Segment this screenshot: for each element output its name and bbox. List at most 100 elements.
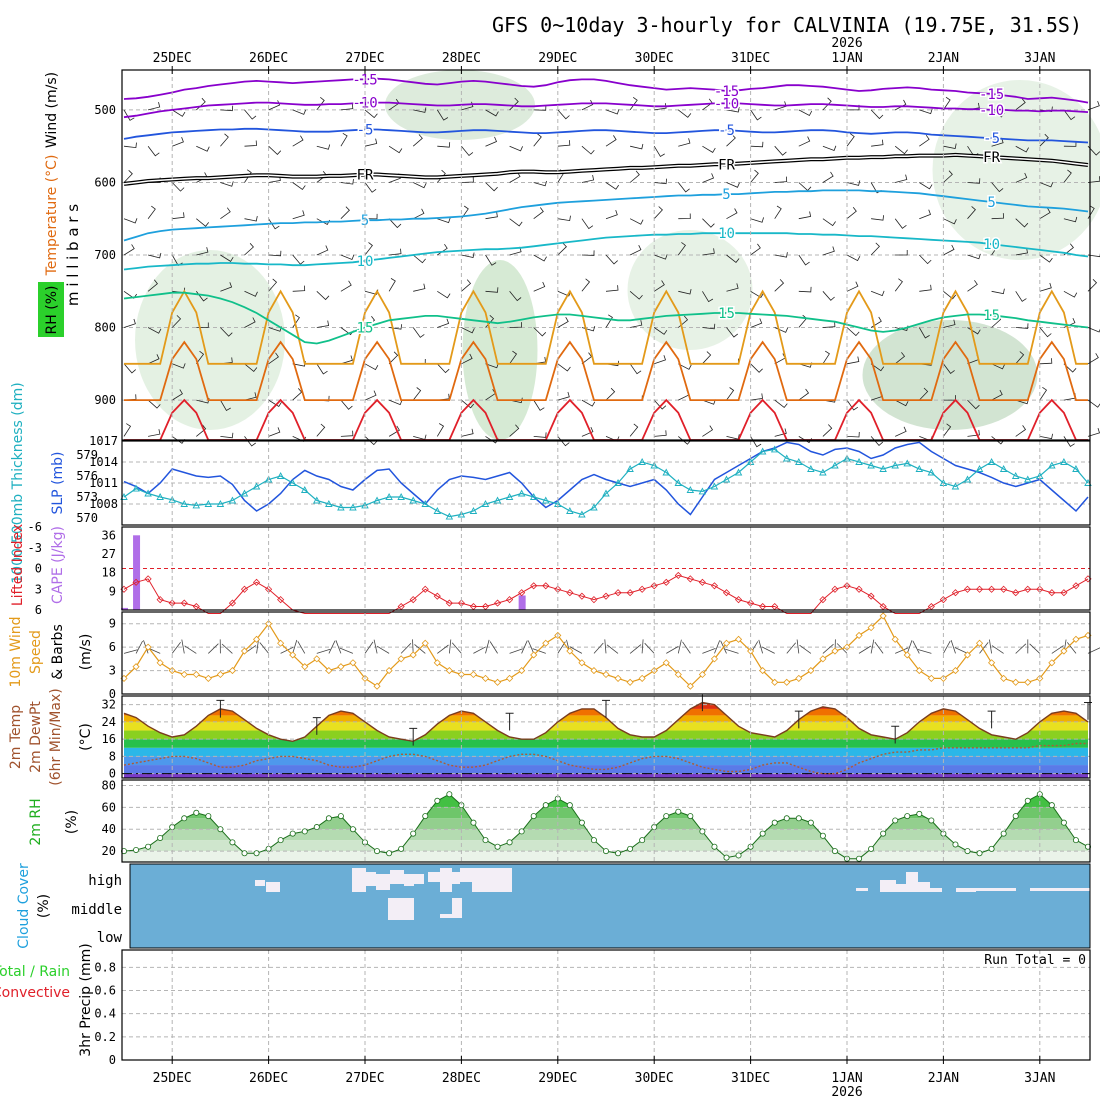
rh-point <box>181 815 188 822</box>
wind-barb <box>1039 207 1051 220</box>
thickness-point <box>1060 458 1068 465</box>
slp-tick: 1011 <box>89 476 118 490</box>
thickness-tick: 570 <box>76 511 98 525</box>
wind-barb <box>1039 133 1049 147</box>
wind-barb <box>1039 282 1052 292</box>
wind-barb <box>413 208 425 220</box>
wind-barb <box>870 363 885 372</box>
surface-wind-barb <box>1029 643 1041 654</box>
surface-wind-barb <box>339 647 354 654</box>
thickness-point <box>999 465 1008 472</box>
thickness-line <box>123 448 1089 518</box>
wind-barb <box>629 170 640 183</box>
wind-barb <box>244 317 256 328</box>
wind-barb <box>1015 291 1027 302</box>
wind-speed-point <box>289 651 297 659</box>
temperature-frame <box>121 695 1091 779</box>
wind-axis-title-2: Speed <box>28 630 44 674</box>
wind-barb <box>630 320 643 328</box>
wind-barb <box>750 393 763 401</box>
legend-temperature: Temperature (°C) <box>44 155 60 277</box>
pressure-tick: 600 <box>94 175 116 189</box>
wind-barb <box>605 254 618 265</box>
wind-barb <box>943 170 953 183</box>
wind-axis-title-1: 10m Wind <box>8 616 24 687</box>
wind-barb <box>340 254 355 261</box>
legend-convective: Convective <box>0 985 70 1001</box>
wind-barb <box>750 290 764 299</box>
temp-band <box>124 730 1088 740</box>
top-day-label: 27DEC <box>345 51 384 66</box>
bottom-day-label: 30DEC <box>635 1071 674 1086</box>
wind-barb <box>895 250 908 256</box>
surface-wind-barb <box>606 644 619 654</box>
wind-barb <box>509 145 523 152</box>
wind-barb <box>1015 323 1029 329</box>
wind-barb <box>726 254 740 263</box>
lifted-index-point <box>252 578 261 586</box>
wind-barb <box>1015 351 1025 365</box>
rh-point <box>301 828 308 835</box>
wind-speed-point <box>722 639 731 647</box>
wind-barb <box>437 243 448 256</box>
isotherm-label: 10 <box>983 237 1000 253</box>
wind-barb <box>629 290 643 300</box>
wind-barb <box>774 205 782 219</box>
rh-point <box>398 845 405 852</box>
surface-wind-barb <box>906 640 913 654</box>
lifted-index-point <box>831 585 839 593</box>
rh-point <box>856 855 863 862</box>
thickness-point <box>867 461 875 469</box>
wind-barb <box>364 182 377 193</box>
rh-point <box>976 850 983 857</box>
wind-barb <box>653 145 665 158</box>
rh-point <box>880 830 887 837</box>
cloud-clear-block <box>976 888 1016 891</box>
surface-wind-barb <box>1015 643 1027 654</box>
temp-axis-title-3: (6hr Min/Max) <box>48 688 64 785</box>
wind-speed-point <box>1024 678 1032 686</box>
cloud-clear-block <box>856 888 868 891</box>
thickness-point <box>1011 472 1020 479</box>
wind-barb <box>123 142 137 149</box>
wind-speed-point <box>421 639 429 647</box>
rh-point <box>145 843 152 850</box>
rh-point <box>639 837 646 844</box>
thickness-point <box>1072 465 1080 472</box>
surface-wind-barb <box>762 646 775 654</box>
surface-wind-barb <box>376 645 390 654</box>
wind-barb <box>171 182 185 192</box>
surface-wind-barb <box>373 639 378 654</box>
rh-point <box>277 837 284 844</box>
rh-point <box>506 839 513 846</box>
isotherm-label: 15 <box>983 308 1000 324</box>
wind-barb <box>894 352 906 365</box>
wind-speed-point <box>566 647 574 655</box>
wind-speed-point <box>506 674 514 682</box>
rh-point <box>603 848 610 855</box>
wind-barb <box>822 218 836 227</box>
freezing-level-line <box>123 154 1089 185</box>
wind-barb <box>919 108 933 115</box>
surface-wind-barb <box>256 639 259 654</box>
wind-barb <box>1015 172 1028 183</box>
wind-barb <box>629 96 638 111</box>
wind-barb <box>653 206 663 219</box>
wind-barb <box>123 363 136 374</box>
thickness-point <box>915 465 924 472</box>
wind-barb <box>364 316 376 328</box>
rh-point <box>928 817 935 824</box>
thickness-point <box>566 507 574 514</box>
wind-barb <box>726 387 735 401</box>
rh-tick: 40 <box>102 822 116 836</box>
isotherm-line <box>123 101 1089 119</box>
wind-barb <box>316 96 325 111</box>
surface-wind-barb <box>917 649 932 654</box>
cloud-clear-block <box>388 898 414 920</box>
wind-barb <box>533 105 547 111</box>
lifted-index-point <box>614 589 622 597</box>
wind-barb <box>196 424 207 437</box>
slp-tick: 1008 <box>89 497 118 511</box>
surface-wind-barb <box>1051 645 1064 654</box>
